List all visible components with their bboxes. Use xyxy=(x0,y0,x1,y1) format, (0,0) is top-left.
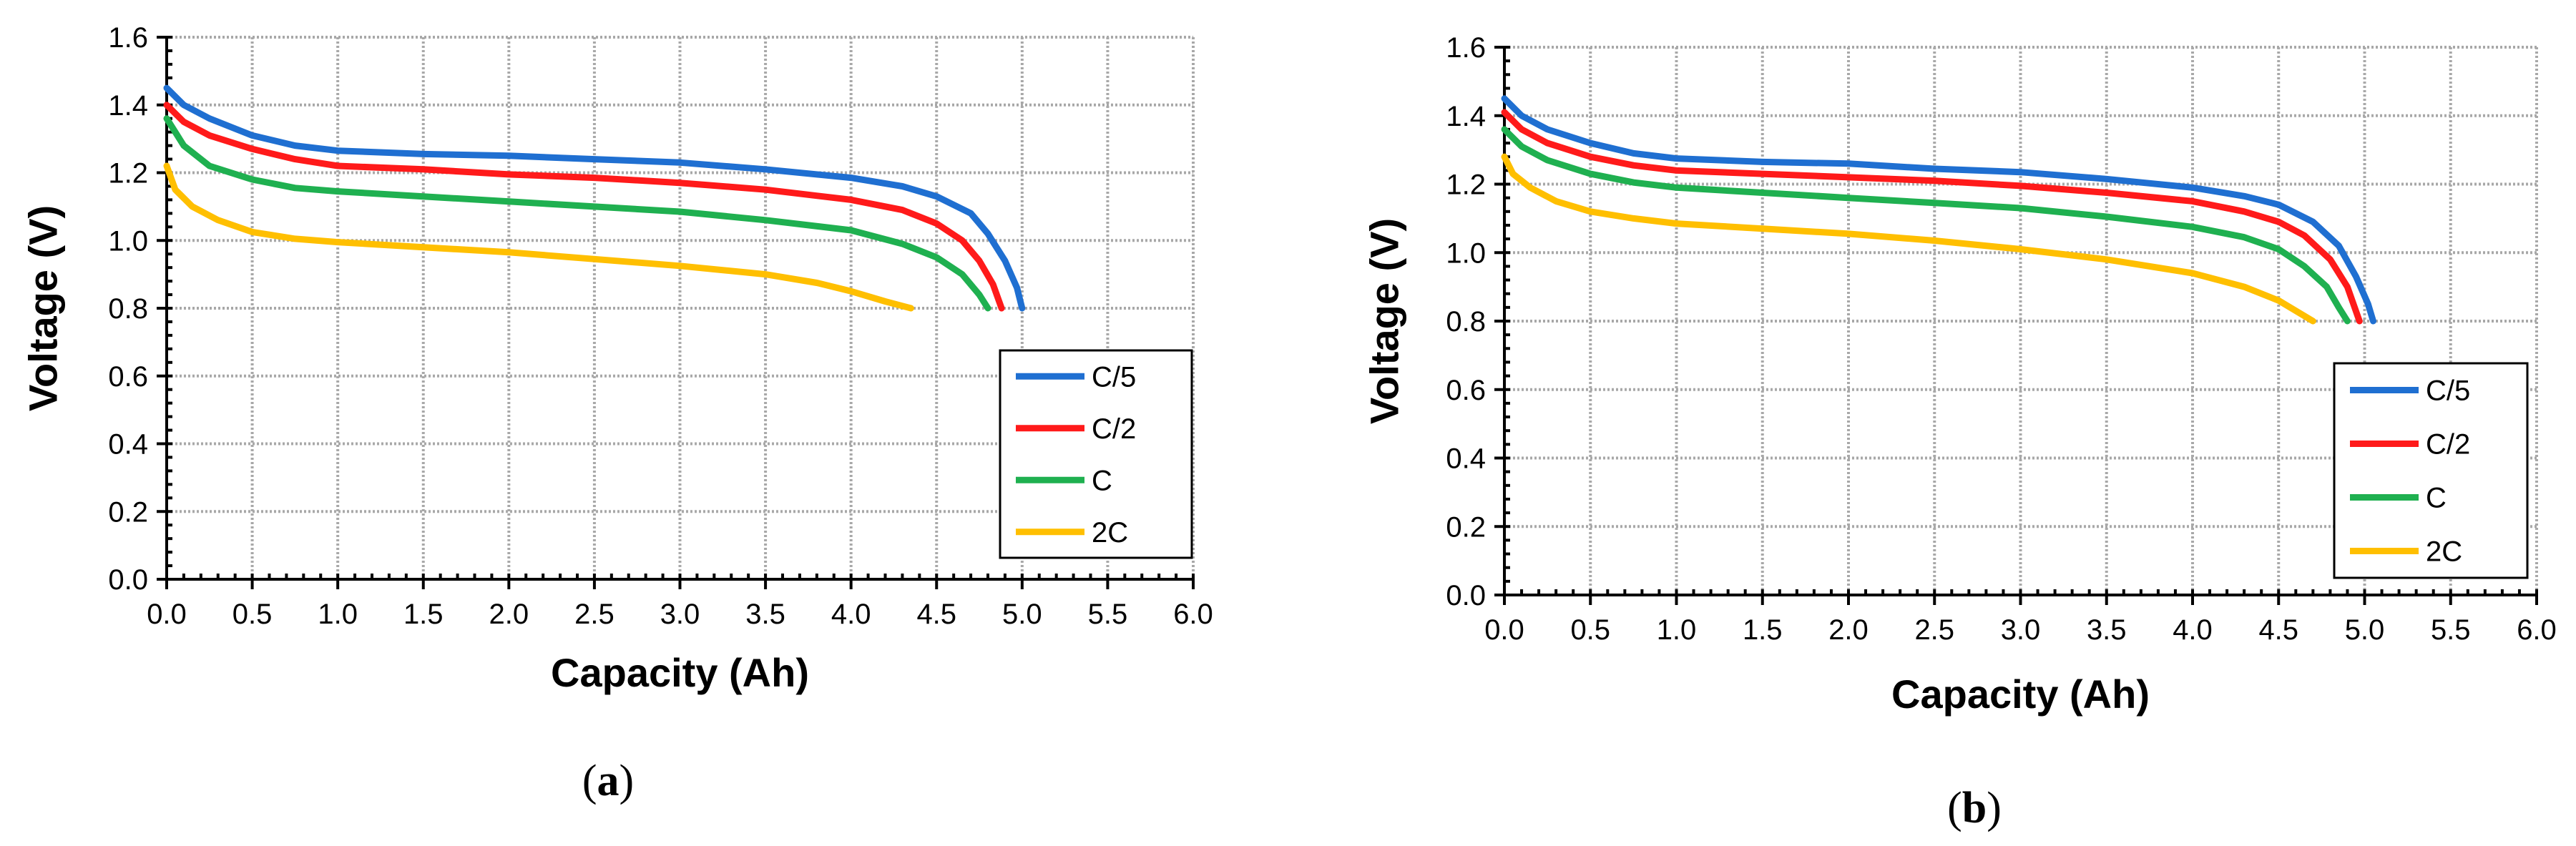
x-tick-label: 6.0 xyxy=(2517,614,2557,646)
y-tick-label: 0.0 xyxy=(1446,580,1486,611)
x-tick-label: 3.0 xyxy=(660,599,700,630)
chart-panel-b: 0.0 0.5 1.0 1.5 2.0 2.5 3.0 3.5 4.0 4.5 5.0 5.5 6.0 0… xyxy=(1362,32,2557,832)
y-tick-label: 1.6 xyxy=(1446,32,1486,64)
legend-box xyxy=(999,349,1193,559)
x-tick-label: 3.5 xyxy=(2087,614,2127,646)
x-tick-label: 1.5 xyxy=(403,599,444,630)
x-tick-label: 1.0 xyxy=(318,599,358,630)
x-tick-label: 5.0 xyxy=(1002,599,1042,630)
x-tick-label: 4.0 xyxy=(2173,614,2213,646)
x-tick-label: 0.0 xyxy=(147,599,187,630)
legend-entry-label: C/5 xyxy=(1092,361,1136,393)
y-tick-label: 1.4 xyxy=(1446,101,1486,132)
legend: C/5 C/2 C 2C xyxy=(999,349,1193,559)
y-tick-label: 0.6 xyxy=(108,361,148,393)
x-tick-label: 0.0 xyxy=(1484,614,1524,646)
x-tick-label: 1.5 xyxy=(1743,614,1783,646)
series-line-c xyxy=(1501,126,2351,325)
series-line-2c xyxy=(1501,153,2316,325)
legend-entry-label: 2C xyxy=(1092,517,1128,549)
x-tick-label: 6.0 xyxy=(1173,599,1213,630)
x-tick-label: 2.0 xyxy=(489,599,529,630)
y-tick-label: 1.2 xyxy=(108,158,148,190)
y-axis-title: Voltage (V) xyxy=(1362,218,1407,424)
x-tick-label: 2.5 xyxy=(1914,614,1954,646)
legend: C/5 C/2 C 2C xyxy=(2333,362,2529,579)
legend-entry-label: 2C xyxy=(2426,536,2462,568)
legend-entry-label: C/5 xyxy=(2426,375,2470,407)
x-tick-label: 3.0 xyxy=(2001,614,2041,646)
y-tick-label: 0.8 xyxy=(1446,306,1486,338)
x-tick-label: 4.0 xyxy=(831,599,871,630)
x-axis-title: Capacity (Ah) xyxy=(551,650,809,695)
series-line-c xyxy=(163,115,991,312)
x-tick-label: 4.5 xyxy=(916,599,956,630)
x-tick-label: 0.5 xyxy=(232,599,273,630)
series-line-c-2 xyxy=(163,102,1005,312)
y-tick-label: 1.0 xyxy=(108,225,148,257)
y-tick-label: 1.4 xyxy=(108,90,148,122)
y-tick-label: 1.6 xyxy=(108,22,148,54)
y-tick-label: 0.4 xyxy=(1446,443,1486,475)
y-axis-title: Voltage (V) xyxy=(21,205,66,411)
x-tick-label: 3.5 xyxy=(745,599,785,630)
y-tick-label: 0.2 xyxy=(1446,511,1486,543)
series-line-c-5 xyxy=(163,84,1026,312)
x-tick-label: 4.5 xyxy=(2258,614,2298,646)
series-line-c-2 xyxy=(1501,109,2363,325)
y-tick-label: 0.4 xyxy=(108,429,148,461)
x-tick-label: 2.0 xyxy=(1828,614,1869,646)
x-tick-label: 5.5 xyxy=(1088,599,1128,630)
x-axis-title: Capacity (Ah) xyxy=(1891,672,2150,717)
x-tick-label: 5.0 xyxy=(2345,614,2385,646)
y-tick-label: 0.0 xyxy=(108,564,148,596)
x-tick-label: 5.5 xyxy=(2431,614,2471,646)
y-tick-label: 0.2 xyxy=(108,496,148,528)
y-tick-label: 0.8 xyxy=(108,293,148,325)
y-tick-label: 1.2 xyxy=(1446,169,1486,201)
panel-label: (b) xyxy=(1947,784,2002,832)
x-tick-label: 0.5 xyxy=(1570,614,1610,646)
x-tick-label: 2.5 xyxy=(574,599,614,630)
series-line-2c xyxy=(163,162,914,312)
chart-panel-a: 0.0 0.5 1.0 1.5 2.0 2.5 3.0 3.5 4.0 4.5 5.0 5.5 6.0 0… xyxy=(21,22,1213,805)
panel-label: (a) xyxy=(582,757,634,805)
x-tick-label: 1.0 xyxy=(1657,614,1697,646)
legend-entry-label: C/2 xyxy=(2426,429,2470,461)
series-line-c-5 xyxy=(1501,95,2376,325)
y-tick-label: 1.0 xyxy=(1446,237,1486,269)
legend-box xyxy=(2333,362,2529,579)
legend-entry-label: C/2 xyxy=(1092,413,1136,445)
legend-entry-label: C xyxy=(2426,483,2447,514)
legend-entry-label: C xyxy=(1092,465,1112,496)
y-tick-label: 0.6 xyxy=(1446,375,1486,406)
